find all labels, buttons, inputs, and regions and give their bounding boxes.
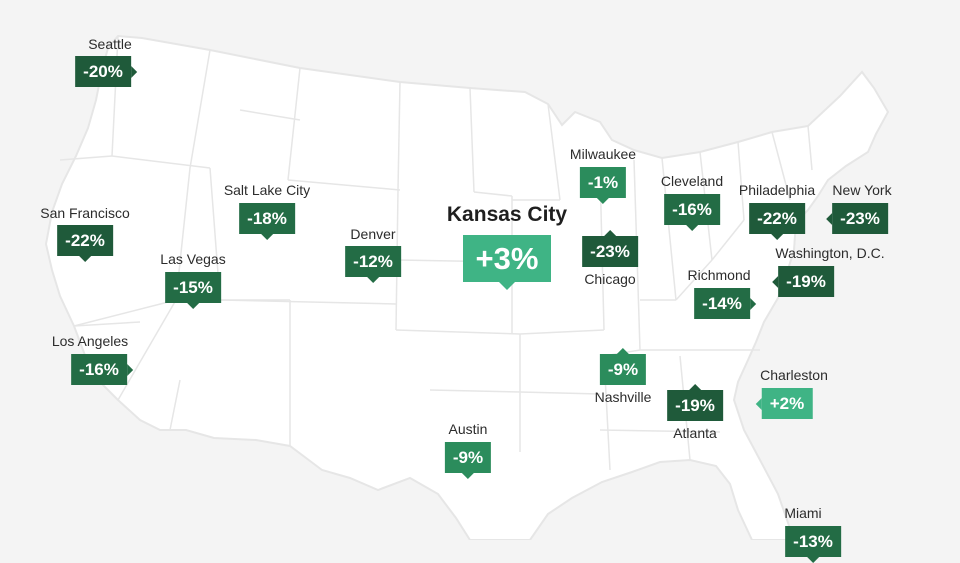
change-badge: -16% xyxy=(664,194,720,231)
city-label: Richmond xyxy=(687,267,751,283)
featured-city-label: Kansas City xyxy=(446,203,568,226)
state-border-line xyxy=(519,391,601,395)
state-border-line xyxy=(429,389,521,393)
state-border-line xyxy=(807,125,813,171)
change-badge: +2% xyxy=(755,388,813,419)
state-border-line xyxy=(287,179,401,191)
city-label: San Francisco xyxy=(40,205,130,221)
city-label: Washington, D.C. xyxy=(775,245,885,261)
state-border-line xyxy=(469,87,475,193)
state-border-line xyxy=(287,67,301,181)
state-border-line xyxy=(111,155,211,169)
change-badge: -19% xyxy=(667,384,723,421)
city-label: Cleveland xyxy=(660,173,724,189)
change-badge: -20% xyxy=(75,56,137,87)
city-label: Miami xyxy=(784,505,822,521)
city-label: Seattle xyxy=(88,36,132,52)
change-badge: -9% xyxy=(599,348,647,385)
featured-change-badge: +3% xyxy=(463,235,551,290)
city-label: Chicago xyxy=(584,271,636,287)
state-border-line xyxy=(711,219,745,261)
city-label: Austin xyxy=(448,421,488,437)
change-badge: -23% xyxy=(826,203,888,234)
change-badge: -22% xyxy=(57,225,113,262)
state-border-line xyxy=(73,321,141,327)
city-label: Salt Lake City xyxy=(223,182,311,198)
city-label: Philadelphia xyxy=(738,182,816,198)
state-border-line xyxy=(675,259,713,301)
state-border-line xyxy=(395,329,521,335)
change-badge: -15% xyxy=(165,272,221,309)
city-label: Charleston xyxy=(760,367,828,383)
state-border-line xyxy=(599,429,721,433)
change-badge: -16% xyxy=(71,354,133,385)
city-label: Atlanta xyxy=(673,425,717,441)
state-border-line xyxy=(73,299,177,327)
city-label: Denver xyxy=(350,226,396,242)
city-label: Las Vegas xyxy=(160,251,226,267)
city-label: New York xyxy=(832,182,892,198)
state-border-line xyxy=(239,109,301,121)
state-border-line xyxy=(547,103,561,201)
change-badge: -23% xyxy=(582,230,638,267)
state-border-line xyxy=(771,131,791,201)
state-border-line xyxy=(473,191,513,197)
change-badge: -1% xyxy=(579,167,627,204)
change-badge: -19% xyxy=(772,266,834,297)
state-border-line xyxy=(219,299,397,305)
state-border-line xyxy=(189,49,211,169)
state-border-line xyxy=(519,329,605,335)
state-border-line xyxy=(397,81,401,191)
change-badge: -13% xyxy=(785,526,841,563)
change-badge: -22% xyxy=(749,203,805,240)
city-label: Milwaukee xyxy=(569,146,637,162)
state-border-line xyxy=(169,379,181,431)
state-border-line xyxy=(117,299,177,401)
city-label: Nashville xyxy=(594,389,652,405)
change-badge: -14% xyxy=(694,288,756,319)
change-badge: -12% xyxy=(345,246,401,283)
change-badge: -18% xyxy=(239,203,295,240)
state-border-line xyxy=(661,157,677,301)
state-border-line xyxy=(737,141,745,221)
change-badge: -9% xyxy=(444,442,492,479)
state-border-line xyxy=(59,155,113,161)
city-label: Los Angeles xyxy=(51,333,129,349)
